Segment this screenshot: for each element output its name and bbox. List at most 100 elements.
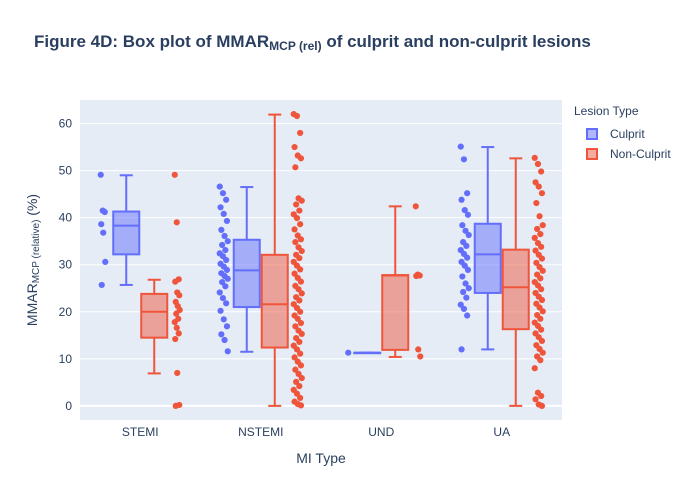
point-non-culprit-stemi [175, 330, 182, 337]
point-non-culprit-stemi [173, 310, 180, 317]
box-culprit-stemi [112, 174, 141, 286]
point-non-culprit-stemi [173, 324, 180, 331]
point-culprit-nstemi [223, 323, 231, 330]
box-body-non-culprit-ua [501, 248, 530, 331]
point-non-culprit-ua [535, 183, 542, 190]
point-culprit-ua [464, 190, 471, 197]
point-non-culprit-nstemi [293, 346, 301, 353]
point-non-culprit-nstemi [291, 226, 298, 233]
point-non-culprit-nstemi [292, 164, 299, 171]
point-non-culprit-ua [532, 179, 539, 186]
point-culprit-nstemi [220, 316, 227, 323]
point-non-culprit-nstemi [297, 221, 304, 228]
point-culprit-ua [464, 211, 472, 218]
point-non-culprit-ua [539, 267, 546, 274]
point-non-culprit-stemi [171, 171, 178, 178]
y-axis-label: MMARMCP (relative) (%) [24, 193, 42, 327]
point-non-culprit-stemi [173, 219, 180, 226]
point-culprit-stemi [101, 208, 108, 216]
point-non-culprit-nstemi [297, 236, 305, 243]
point-culprit-stemi [98, 281, 105, 289]
legend[interactable]: Lesion Type Culprit Non-Culprit [574, 104, 671, 164]
legend-swatch-culprit [586, 128, 598, 140]
legend-item-non-culprit[interactable]: Non-Culprit [574, 144, 671, 164]
point-non-culprit-ua [531, 154, 538, 161]
point-non-culprit-ua [533, 199, 540, 207]
point-non-culprit-nstemi [297, 129, 304, 137]
point-non-culprit-nstemi [296, 297, 303, 304]
point-culprit-nstemi [223, 266, 231, 273]
point-culprit-nstemi [224, 275, 231, 282]
point-non-culprit-ua [538, 337, 546, 345]
point-non-culprit-ua [537, 231, 544, 238]
box-culprit-und [353, 351, 382, 355]
point-culprit-nstemi [218, 226, 225, 233]
point-non-culprit-ua [538, 168, 545, 175]
data-points [97, 111, 546, 409]
point-non-culprit-ua [538, 392, 545, 400]
point-culprit-ua [464, 254, 471, 261]
box-culprit-ua [473, 146, 502, 351]
point-non-culprit-ua [534, 160, 542, 168]
box-non-culprit-nstemi [260, 113, 289, 407]
legend-label-non-culprit: Non-Culprit [610, 147, 671, 161]
x-tick-labels: STEMI NSTEMI UND UA [122, 425, 510, 439]
point-non-culprit-nstemi [298, 375, 305, 382]
point-non-culprit-nstemi [297, 394, 304, 401]
point-non-culprit-ua [539, 308, 546, 315]
point-non-culprit-ua [537, 315, 544, 322]
point-non-culprit-ua [538, 286, 545, 293]
point-non-culprit-ua [531, 365, 538, 372]
point-culprit-nstemi [218, 331, 225, 338]
point-non-culprit-stemi [176, 292, 183, 299]
point-culprit-ua [460, 305, 468, 313]
point-culprit-ua [465, 231, 472, 239]
point-non-culprit-und [412, 203, 419, 210]
point-non-culprit-nstemi [298, 290, 305, 297]
x-tick-label-stemi: STEMI [122, 425, 159, 439]
point-culprit-ua [459, 273, 466, 280]
y-tick-label-40: 40 [59, 211, 73, 225]
point-culprit-nstemi [219, 241, 226, 249]
point-non-culprit-nstemi [293, 378, 300, 385]
point-non-culprit-nstemi [297, 319, 305, 327]
point-culprit-nstemi [219, 190, 227, 197]
point-non-culprit-und [417, 353, 424, 360]
point-non-culprit-nstemi [296, 255, 303, 262]
point-non-culprit-nstemi [293, 112, 301, 120]
point-non-culprit-nstemi [295, 286, 302, 293]
point-non-culprit-nstemi [296, 338, 303, 345]
legend-item-culprit[interactable]: Culprit [574, 124, 671, 144]
point-culprit-nstemi [224, 238, 231, 245]
point-non-culprit-nstemi [297, 362, 305, 369]
point-culprit-nstemi [221, 232, 228, 240]
point-non-culprit-nstemi [296, 383, 303, 390]
point-non-culprit-ua [538, 255, 546, 262]
point-culprit-nstemi [216, 183, 223, 190]
point-non-culprit-ua [538, 190, 546, 197]
point-culprit-nstemi [222, 283, 229, 290]
point-non-culprit-nstemi [291, 143, 298, 151]
y-tick-label-10: 10 [59, 352, 73, 366]
point-non-culprit-nstemi [292, 323, 299, 330]
point-non-culprit-nstemi [297, 278, 305, 285]
point-culprit-nstemi [223, 196, 230, 203]
point-culprit-ua [457, 143, 464, 150]
point-culprit-stemi [100, 229, 107, 236]
point-non-culprit-und [415, 346, 422, 353]
point-non-culprit-nstemi [293, 215, 301, 222]
point-non-culprit-ua [532, 247, 539, 254]
point-non-culprit-ua [538, 402, 546, 409]
point-culprit-ua [458, 346, 465, 353]
point-culprit-nstemi [223, 217, 231, 225]
point-culprit-ua [465, 285, 472, 292]
point-culprit-nstemi [216, 289, 223, 296]
x-tick-label-nstemi: NSTEMI [238, 425, 283, 439]
box-non-culprit-ua [501, 157, 530, 407]
point-culprit-stemi [98, 221, 105, 228]
point-culprit-ua [458, 196, 465, 203]
point-non-culprit-stemi [172, 402, 179, 409]
point-culprit-nstemi [217, 307, 224, 314]
legend-swatch-non-culprit [586, 148, 598, 160]
box-body-non-culprit-und [381, 274, 410, 351]
